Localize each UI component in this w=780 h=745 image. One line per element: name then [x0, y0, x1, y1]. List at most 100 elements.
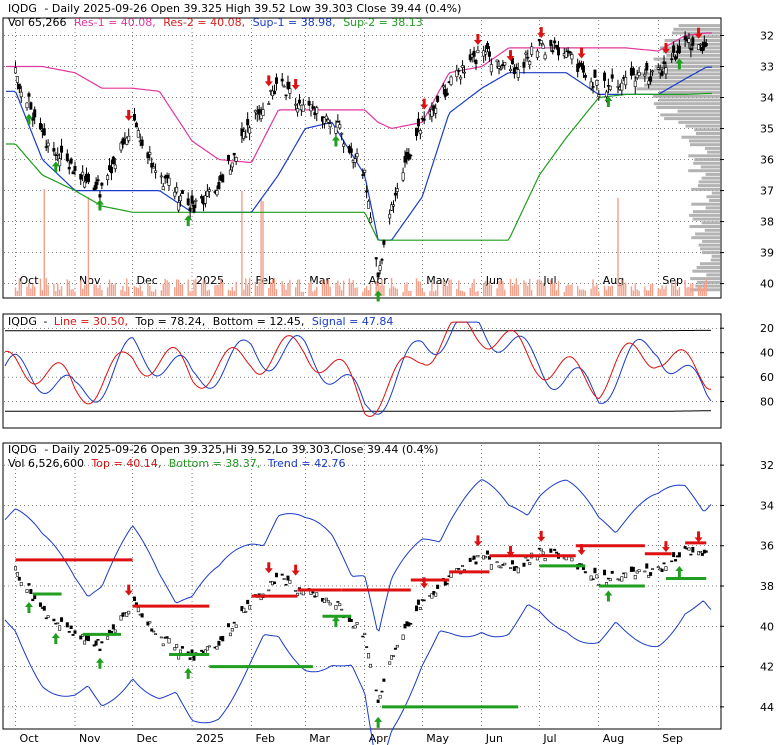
volume-bar	[314, 290, 316, 296]
candle-body	[248, 605, 252, 610]
down-arrow-icon	[124, 584, 133, 596]
candle-body	[662, 61, 666, 64]
volume-bar	[241, 190, 243, 296]
p1-ytick-label: 35	[760, 123, 774, 136]
volume-bar	[258, 281, 260, 296]
volume-profile-bar	[636, 87, 720, 91]
candle-body	[610, 74, 614, 79]
down-arrow-icon	[420, 577, 429, 589]
candle-body	[165, 175, 169, 179]
volume-bar	[415, 278, 418, 296]
volume-bar	[296, 279, 299, 296]
volume-profile-bar	[692, 269, 720, 273]
volume-bar	[699, 287, 702, 296]
volume-bar	[99, 285, 101, 296]
candle-body	[125, 137, 129, 145]
candle-body	[503, 62, 507, 66]
candle-body	[81, 171, 85, 176]
volume-bar	[83, 285, 86, 296]
osc-line-line	[4, 321, 712, 415]
candle-body	[378, 265, 382, 271]
volume-bar	[339, 285, 341, 296]
volume-bar	[672, 285, 675, 296]
volume-profile-bar	[634, 76, 720, 80]
candle-body	[167, 177, 171, 186]
osc-line-bottom	[5, 410, 711, 412]
volume-bar	[327, 279, 329, 296]
candle-body	[328, 602, 332, 606]
candle-body	[633, 574, 637, 580]
candle-body	[535, 50, 539, 58]
volume-bar	[665, 285, 667, 296]
p3-month-label: Dec	[137, 732, 158, 745]
volume-bar	[456, 289, 458, 296]
volume-bar	[659, 289, 661, 296]
candle-body	[282, 85, 286, 88]
p3-ytick-label: 36	[760, 540, 774, 553]
candle-body	[434, 592, 438, 597]
candle-body	[140, 139, 144, 146]
candle-body	[132, 113, 136, 121]
volume-bar	[74, 291, 76, 296]
volume-bar	[563, 291, 565, 296]
candle-body	[111, 624, 115, 630]
volume-bar	[496, 288, 498, 296]
candle-body	[94, 640, 98, 646]
up-arrow-icon	[95, 199, 104, 211]
svg-text:IQDG - Daily 2025-09-26 Op: IQDG - Daily 2025-09-26 Open 39.325 High…	[8, 2, 461, 15]
volume-bar	[477, 290, 479, 296]
candle-body	[551, 50, 555, 53]
candle-body	[441, 85, 445, 88]
svg-text:IQDG - Daily 2025-09-26 Op: IQDG - Daily 2025-09-26 Open 39.325,Hi 3…	[8, 443, 438, 456]
volume-bar	[390, 278, 393, 296]
line-sup-1	[6, 66, 712, 241]
volume-bar	[302, 291, 305, 296]
volume-bar	[33, 286, 36, 296]
candle-body	[242, 131, 246, 139]
candle-body	[274, 572, 278, 578]
volume-bar	[580, 289, 583, 296]
candle-body	[83, 181, 87, 188]
candle-body	[71, 634, 75, 636]
p3-month-label: Nov	[79, 732, 101, 745]
candle-body	[388, 661, 392, 665]
candle-body	[15, 76, 19, 83]
candle-body	[689, 48, 693, 51]
volume-bar	[28, 283, 30, 296]
volume-bar	[206, 290, 209, 296]
candle-body	[242, 607, 246, 613]
candle-body	[472, 555, 476, 560]
candle-body	[328, 123, 332, 128]
volume-bar	[243, 289, 245, 296]
volume-bar	[294, 287, 297, 296]
candle-body	[136, 130, 140, 138]
volume-profile-bar	[697, 184, 720, 188]
p1-sup1: Sup-1 = 38.98,	[253, 16, 336, 29]
candle-body	[487, 51, 491, 57]
volume-profile-bar	[681, 135, 720, 139]
candle-body	[645, 62, 649, 71]
volume-profile-bar	[710, 258, 720, 262]
candle-body	[288, 88, 292, 94]
volume-bar	[678, 287, 681, 296]
p2-bottom: Bottom = 12.45,	[213, 315, 305, 328]
candle-body	[230, 628, 234, 632]
band-upper	[4, 479, 712, 632]
volume-profile-bar	[650, 79, 720, 83]
candle-body	[541, 44, 545, 49]
volume-bar	[191, 290, 193, 296]
volume-bar	[128, 286, 130, 296]
candle-body	[516, 69, 520, 78]
candle-body	[98, 194, 102, 198]
candle-body	[203, 195, 207, 204]
volume-bar	[611, 285, 613, 296]
candle-body	[390, 204, 394, 211]
candle-body	[215, 190, 219, 196]
volume-profile-bar	[706, 195, 720, 199]
volume-profile-bar	[671, 42, 720, 46]
p1-ytick-label: 39	[760, 247, 774, 260]
volume-bar	[133, 286, 136, 296]
candle-body	[161, 186, 165, 190]
volume-profile-bar	[653, 68, 720, 72]
candle-body	[445, 582, 449, 585]
